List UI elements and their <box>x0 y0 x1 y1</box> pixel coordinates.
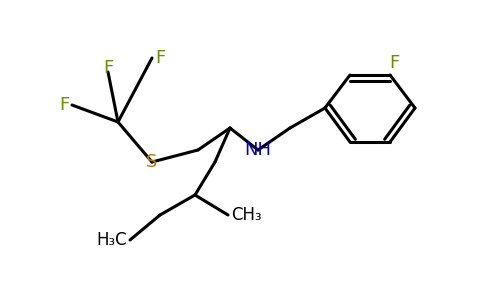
Text: H₃C: H₃C <box>97 231 127 249</box>
Text: S: S <box>146 153 158 171</box>
Text: NH: NH <box>244 141 272 159</box>
Text: F: F <box>59 96 69 114</box>
Text: CH₃: CH₃ <box>231 206 261 224</box>
Text: F: F <box>389 54 399 72</box>
Text: F: F <box>103 59 113 77</box>
Text: F: F <box>155 49 165 67</box>
